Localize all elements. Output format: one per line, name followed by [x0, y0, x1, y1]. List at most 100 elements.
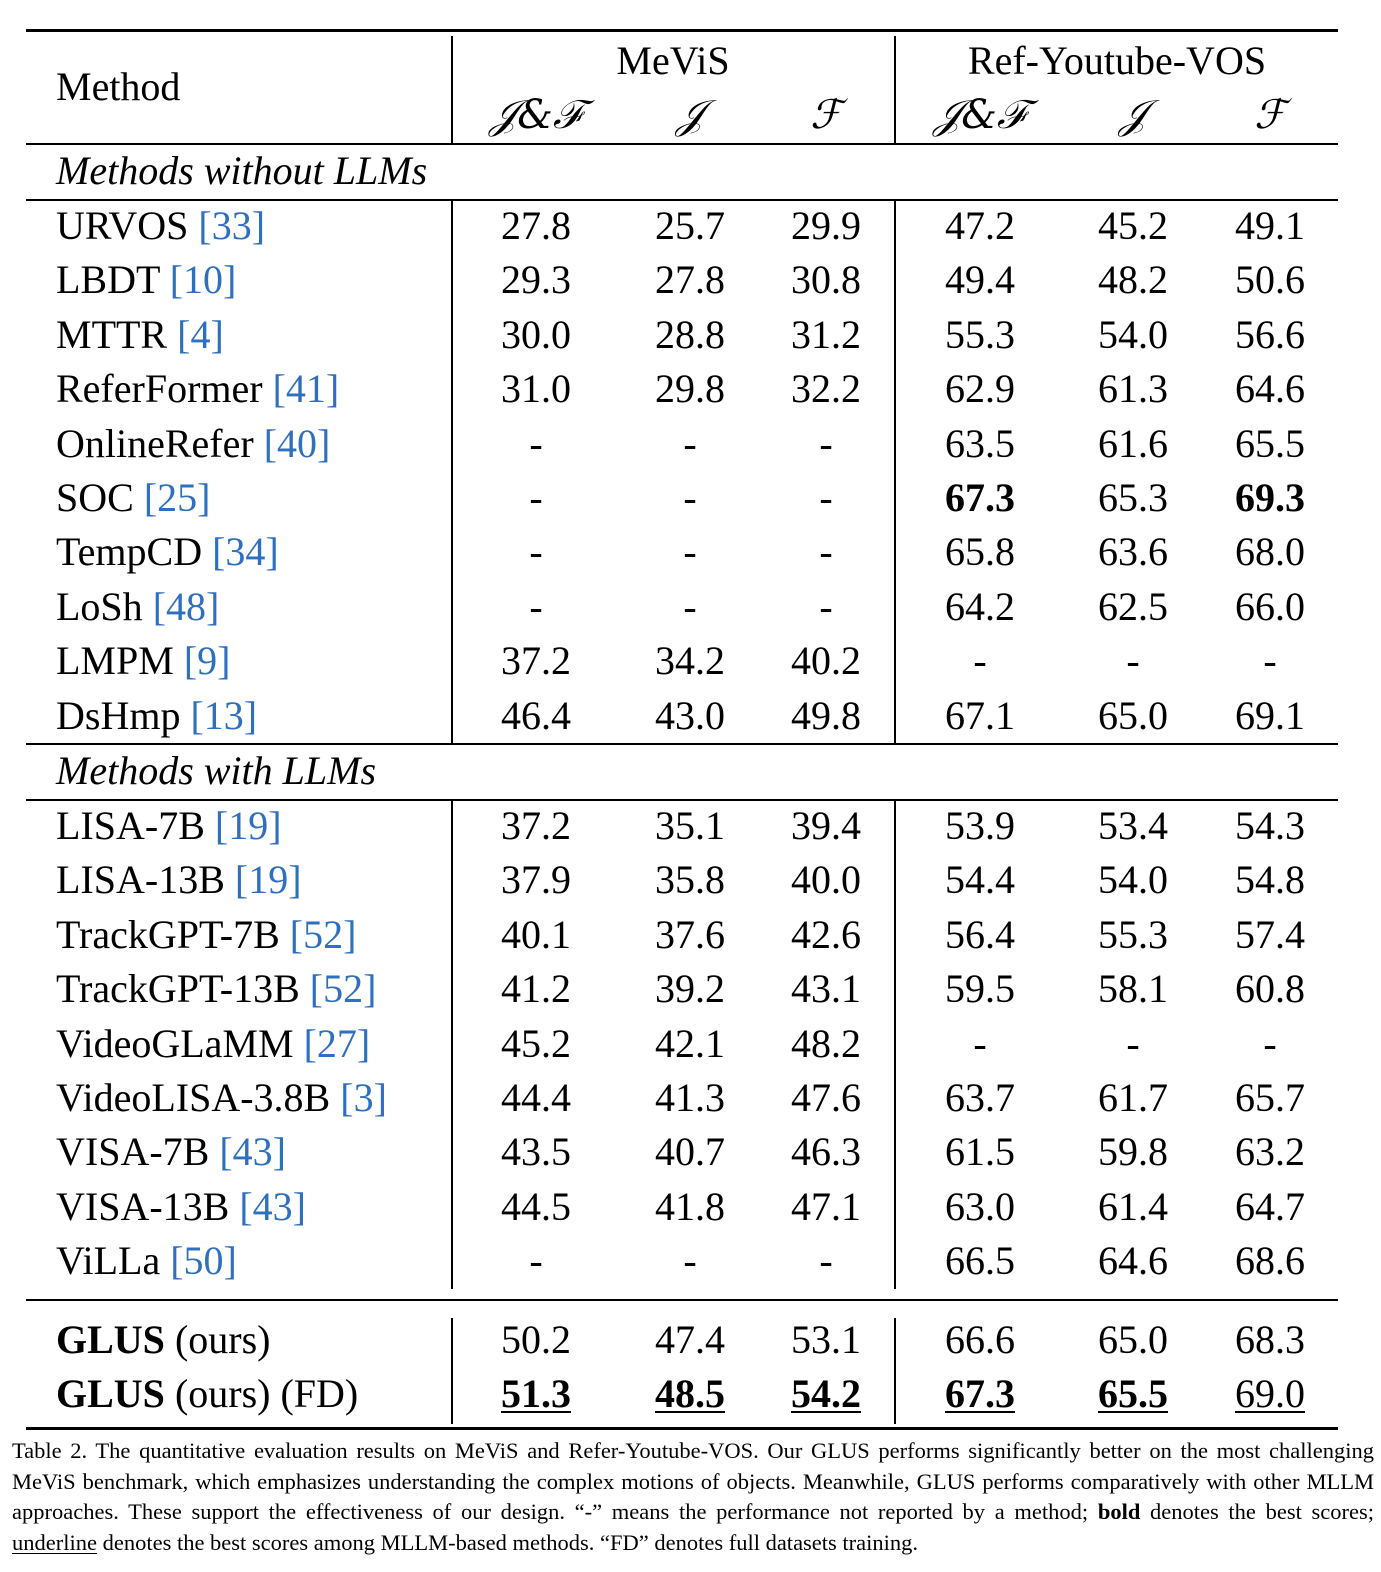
method-name: LISA-13B	[56, 857, 225, 903]
table-cell: -	[1263, 638, 1277, 684]
method-name: VideoGLaMM	[56, 1020, 294, 1066]
table-cell: -	[529, 475, 543, 520]
table-cell: -	[819, 1238, 833, 1284]
caption-text-3: denotes the best scores among MLLM-based…	[96, 1529, 919, 1555]
citation-link[interactable]: 52	[303, 911, 344, 957]
citation-link[interactable]: 52	[323, 966, 364, 1012]
table-cell: 56.6	[1235, 311, 1305, 357]
citation-link[interactable]: 10	[183, 257, 224, 303]
metric-header: 𝒥	[1119, 92, 1147, 138]
table-cell: 28.8	[655, 311, 725, 357]
ref-open: [	[224, 857, 249, 903]
citation-link[interactable]: 4	[190, 311, 211, 357]
table-cell: 55.3	[945, 311, 1015, 357]
ref-open: [	[133, 475, 158, 520]
citation-link[interactable]: 41	[285, 366, 326, 412]
table-cell: 44.5	[501, 1183, 571, 1229]
citation-link[interactable]: 27	[316, 1020, 357, 1066]
citation-link[interactable]: 25	[157, 475, 198, 520]
ref-open: [	[299, 966, 324, 1012]
section2-title-rule	[26, 799, 1338, 801]
table-cell: 64.6	[1098, 1238, 1168, 1284]
table-cell: 41.3	[655, 1075, 725, 1120]
table-cell: 65.8	[945, 529, 1015, 575]
citation-link[interactable]: 3	[353, 1075, 374, 1120]
table-cell: 68.3	[1235, 1317, 1305, 1362]
table-cell: 37.2	[501, 638, 571, 684]
table-cell: 42.6	[791, 911, 861, 957]
citation-link[interactable]: 34	[225, 529, 266, 575]
method-name: TrackGPT-13B	[56, 966, 300, 1012]
ref-open: [	[279, 911, 304, 957]
citation-link[interactable]: 48	[166, 583, 207, 629]
table-cell: 37.2	[501, 803, 571, 848]
table-cell: 68.6	[1235, 1238, 1305, 1284]
ref-open: [	[160, 1238, 184, 1284]
table-cell: 54.3	[1235, 803, 1305, 848]
table-cell: -	[1126, 1020, 1140, 1066]
ref-open: [	[202, 529, 226, 575]
table-cell: 69.1	[1235, 692, 1305, 738]
table-cell: 65.3	[1098, 475, 1168, 520]
ref-close: ]	[356, 1020, 371, 1066]
table-row: URVOS [33]	[56, 202, 265, 250]
table-row: VISA-7B [43]	[56, 1128, 286, 1176]
table-cell: 61.5	[945, 1129, 1015, 1175]
ref-open: [	[330, 1075, 354, 1120]
top-rule	[26, 29, 1338, 32]
table-cell: 63.6	[1098, 529, 1168, 575]
citation-link[interactable]: 43	[232, 1129, 273, 1175]
table-cell: 63.0	[945, 1183, 1015, 1229]
table-cell: 49.8	[791, 692, 861, 738]
ref-close: ]	[363, 966, 377, 1012]
table-cell: 67.1	[945, 692, 1015, 738]
method-name: ReferFormer	[56, 366, 263, 412]
table-cell: 47.4	[655, 1317, 725, 1362]
table-cell: 55.3	[1098, 911, 1168, 957]
table-cell: -	[529, 1238, 543, 1284]
table-cell: 43.5	[501, 1129, 571, 1175]
table-cell: -	[683, 583, 697, 629]
table-cell: 63.7	[945, 1075, 1015, 1120]
table-cell: 50.6	[1235, 257, 1305, 303]
table-row: MTTR [4]	[56, 311, 224, 359]
citation-link[interactable]: 40	[277, 420, 318, 466]
ref-close: ]	[210, 311, 224, 357]
table-cell: 60.8	[1235, 966, 1305, 1012]
table-cell: 54.8	[1235, 857, 1305, 903]
table-cell: -	[683, 420, 697, 466]
method-name: TempCD	[56, 529, 203, 575]
method-name-suffix: (ours)	[164, 1317, 271, 1362]
table-cell: -	[819, 475, 833, 520]
ref-open: [	[167, 311, 191, 357]
table-cell: 64.7	[1235, 1183, 1305, 1229]
table-cell: -	[683, 529, 697, 575]
citation-link[interactable]: 33	[211, 203, 252, 248]
caption-bold-word: bold	[1097, 1499, 1141, 1524]
metric-header: ℱ	[810, 92, 842, 138]
table-cell: 41.2	[501, 966, 571, 1012]
table-cell: 48.2	[1098, 257, 1168, 303]
table-cell: 65.5	[1235, 420, 1305, 466]
ref-close: ]	[223, 257, 237, 303]
citation-link[interactable]: 9	[197, 638, 218, 684]
citation-link[interactable]: 13	[203, 692, 244, 738]
citation-link[interactable]: 50	[183, 1238, 224, 1284]
table-row: LBDT [10]	[56, 256, 236, 304]
citation-link[interactable]: 19	[228, 803, 269, 848]
table-row: LoSh [48]	[56, 583, 219, 631]
table-cell: 27.8	[501, 203, 571, 248]
ref-close: ]	[288, 857, 302, 903]
method-name: LBDT	[56, 257, 160, 303]
ref-open: [	[253, 420, 278, 466]
table-cell: 59.8	[1098, 1129, 1168, 1175]
table-cell: 53.4	[1098, 803, 1168, 848]
ref-open: [	[159, 257, 184, 303]
table-cell: -	[683, 1238, 697, 1284]
method-name: URVOS	[56, 203, 189, 248]
table-cell: -	[973, 1020, 987, 1066]
header-rule	[26, 143, 1338, 145]
table-cell: 61.7	[1098, 1075, 1168, 1120]
citation-link[interactable]: 43	[252, 1183, 293, 1229]
citation-link[interactable]: 19	[248, 857, 289, 903]
